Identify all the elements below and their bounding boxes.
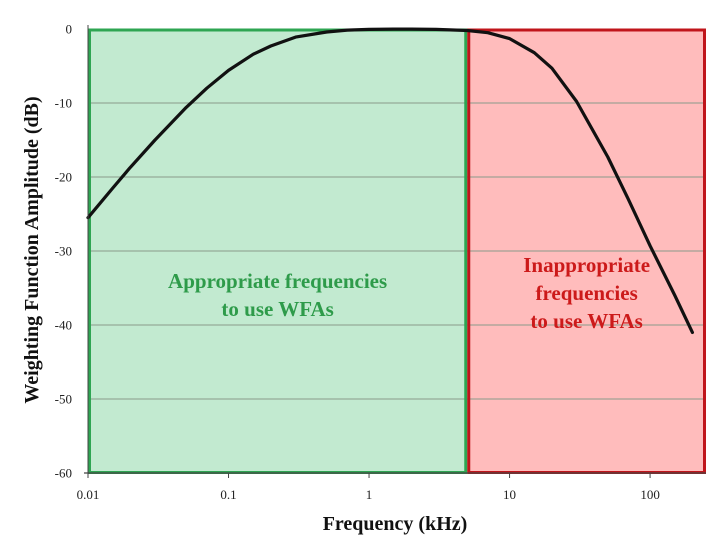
inappropriate-region-label: Inappropriate frequencies to use WFAs <box>523 253 650 333</box>
ticks-layer: 0 -10 -20 -30 -40 -50 -60 0.01 0.1 1 10 100 <box>55 22 706 502</box>
y-tick-label-5: -50 <box>55 392 72 407</box>
y-tick-label-4: -40 <box>55 318 72 333</box>
x-axis-label: Frequency (kHz) <box>323 513 468 535</box>
x-tick-label-1: 0.1 <box>220 487 236 502</box>
series-line-0 <box>86 27 694 334</box>
y-tick-label-0: 0 <box>66 22 73 37</box>
appropriate-region-label: Appropriate frequencies to use WFAs <box>168 269 387 321</box>
region-text-layer: Appropriate frequencies to use WFAs Inappr… <box>168 253 650 333</box>
y-tick-label-6: -60 <box>55 466 72 481</box>
y-tick-label-1: -10 <box>55 96 72 111</box>
x-tick-label-3: 10 <box>503 487 516 502</box>
y-axis-label: Weighting Function Amplitude (dB) <box>21 96 43 403</box>
y-tick-label-3: -30 <box>55 244 72 259</box>
y-tick-label-2: -20 <box>55 170 72 185</box>
curve-layer <box>86 27 694 334</box>
x-tick-label-2: 1 <box>366 487 373 502</box>
x-tick-label-0: 0.01 <box>77 487 100 502</box>
x-tick-label-4: 100 <box>640 487 660 502</box>
